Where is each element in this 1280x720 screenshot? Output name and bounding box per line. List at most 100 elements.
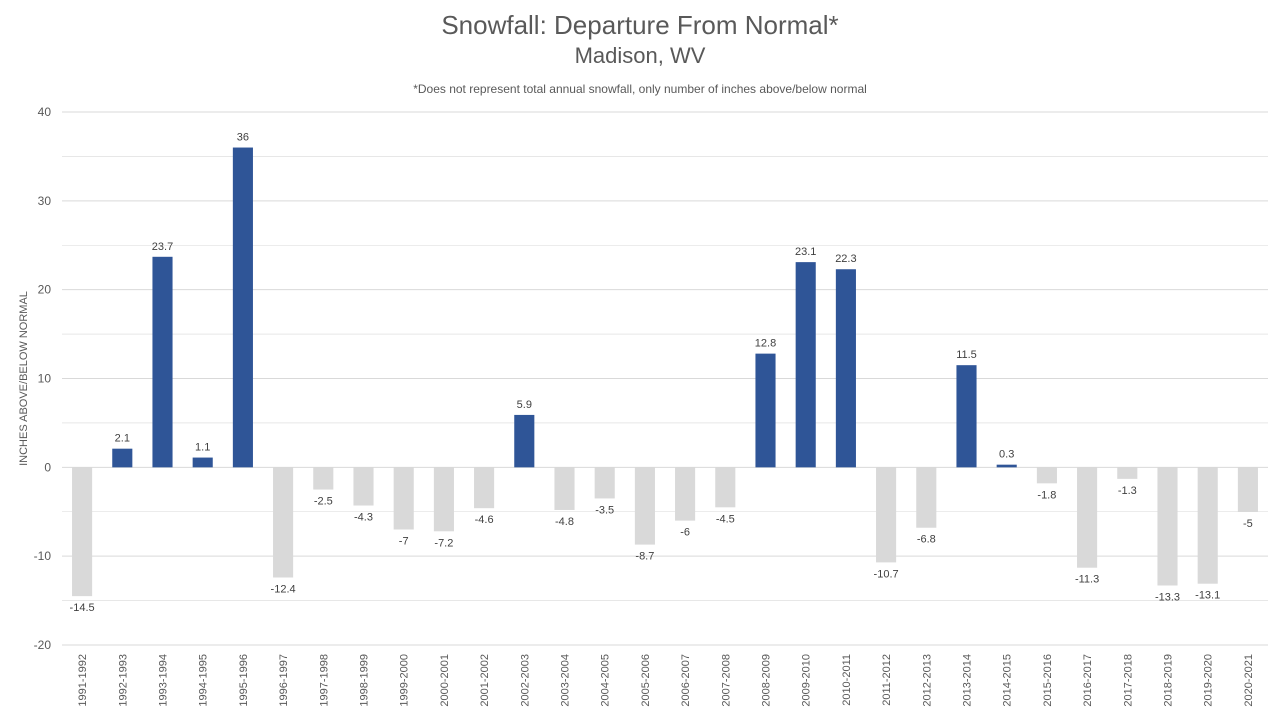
x-tick-label: 1992-1993 [117, 654, 129, 707]
bar [474, 467, 495, 509]
y-axis-title: INCHES ABOVE/BELOW NORMAL [18, 291, 30, 466]
bar [715, 467, 736, 508]
bar [72, 467, 93, 597]
data-label: 0.3 [999, 449, 1014, 461]
y-tick-label: 40 [38, 105, 52, 119]
x-tick-label: 2018-2019 [1163, 654, 1175, 707]
x-tick-label: 2003-2004 [560, 654, 572, 707]
bar [835, 269, 856, 468]
data-label: 11.5 [956, 349, 977, 361]
x-tick-label: 1994-1995 [198, 654, 210, 707]
bar [916, 467, 937, 528]
data-label: -1.3 [1118, 485, 1137, 497]
bar [876, 467, 897, 563]
bar [996, 464, 1017, 468]
bar [313, 467, 334, 490]
data-label: 12.8 [755, 338, 776, 350]
data-label: -14.5 [70, 602, 95, 614]
chart-title: Snowfall: Departure From Normal* [441, 10, 839, 40]
bar [634, 467, 655, 545]
x-tick-label: 2014-2015 [1002, 654, 1014, 707]
x-tick-label: 2020-2021 [1243, 654, 1255, 707]
data-label: 22.3 [835, 253, 856, 265]
bar [433, 467, 454, 532]
data-label: -10.7 [874, 568, 899, 580]
chart-subtitle: Madison, WV [574, 43, 706, 68]
x-tick-label: 2004-2005 [600, 654, 612, 707]
x-tick-label: 1999-2000 [399, 654, 411, 707]
bar [755, 353, 776, 468]
bar [1237, 467, 1258, 512]
data-label: -3.5 [595, 504, 614, 516]
x-tick-label: 1997-1998 [318, 654, 330, 707]
data-label: -7 [399, 536, 409, 548]
x-tick-label: 2016-2017 [1082, 654, 1094, 707]
bar [1117, 467, 1138, 479]
bar [152, 256, 173, 468]
data-label: -13.3 [1155, 591, 1180, 603]
x-tick-label: 2007-2008 [720, 654, 732, 707]
data-label: -1.8 [1037, 489, 1056, 501]
bar [232, 147, 253, 468]
x-tick-label: 2012-2013 [921, 654, 933, 707]
x-tick-label: 1993-1994 [158, 654, 170, 707]
data-label: -4.6 [475, 514, 494, 526]
data-label: -6 [680, 527, 690, 539]
data-label: 23.7 [152, 241, 173, 253]
y-tick-label: -20 [34, 638, 52, 652]
data-label: 36 [237, 132, 249, 144]
x-tick-label: 2015-2016 [1042, 654, 1054, 707]
x-tick-label: 2019-2020 [1203, 654, 1215, 707]
bar [1197, 467, 1218, 584]
data-label: 23.1 [795, 246, 816, 258]
bar [675, 467, 696, 521]
x-tick-label: 2002-2003 [519, 654, 531, 707]
bar [192, 457, 213, 468]
y-tick-label: 0 [44, 460, 51, 474]
data-label: -4.5 [716, 513, 735, 525]
x-tick-label: 2000-2001 [439, 654, 451, 707]
data-label: -4.3 [354, 512, 373, 524]
bar [956, 365, 977, 468]
bar [112, 448, 133, 468]
bar [1077, 467, 1098, 568]
data-label: 1.1 [195, 442, 210, 454]
data-label: 2.1 [115, 433, 130, 445]
bar [554, 467, 575, 510]
x-tick-label: 2011-2012 [881, 654, 893, 706]
data-label: -4.8 [555, 516, 574, 528]
bar [393, 467, 414, 530]
bar [1036, 467, 1057, 484]
bar [514, 414, 535, 468]
bar [353, 467, 374, 506]
x-tick-label: 2010-2011 [841, 654, 853, 706]
data-label: -12.4 [271, 583, 296, 595]
x-tick-label: 2001-2002 [479, 654, 491, 707]
chart-footnote: *Does not represent total annual snowfal… [413, 82, 867, 96]
bar [273, 467, 294, 578]
y-tick-label: 10 [38, 372, 52, 386]
x-tick-label: 1991-1992 [77, 654, 89, 707]
bar [594, 467, 615, 499]
x-tick-label: 1995-1996 [238, 654, 250, 707]
x-tick-label: 2013-2014 [962, 654, 974, 707]
data-label: -5 [1243, 518, 1253, 530]
x-tick-label: 2005-2006 [640, 654, 652, 707]
data-label: -6.8 [917, 534, 936, 546]
x-tick-label: 2008-2009 [761, 654, 773, 707]
data-label: -7.2 [434, 537, 453, 549]
x-tick-label: 2017-2018 [1122, 654, 1134, 707]
x-tick-label: 1998-1999 [359, 654, 371, 707]
bar [795, 262, 816, 468]
y-tick-label: 30 [38, 194, 52, 208]
y-tick-label: -10 [34, 549, 52, 563]
data-label: -2.5 [314, 496, 333, 508]
x-tick-label: 2009-2010 [801, 654, 813, 707]
data-label: -11.3 [1075, 574, 1099, 586]
data-label: -8.7 [635, 551, 654, 563]
data-label: -13.1 [1195, 590, 1220, 602]
x-tick-label: 1996-1997 [278, 654, 290, 707]
y-tick-label: 20 [38, 283, 52, 297]
